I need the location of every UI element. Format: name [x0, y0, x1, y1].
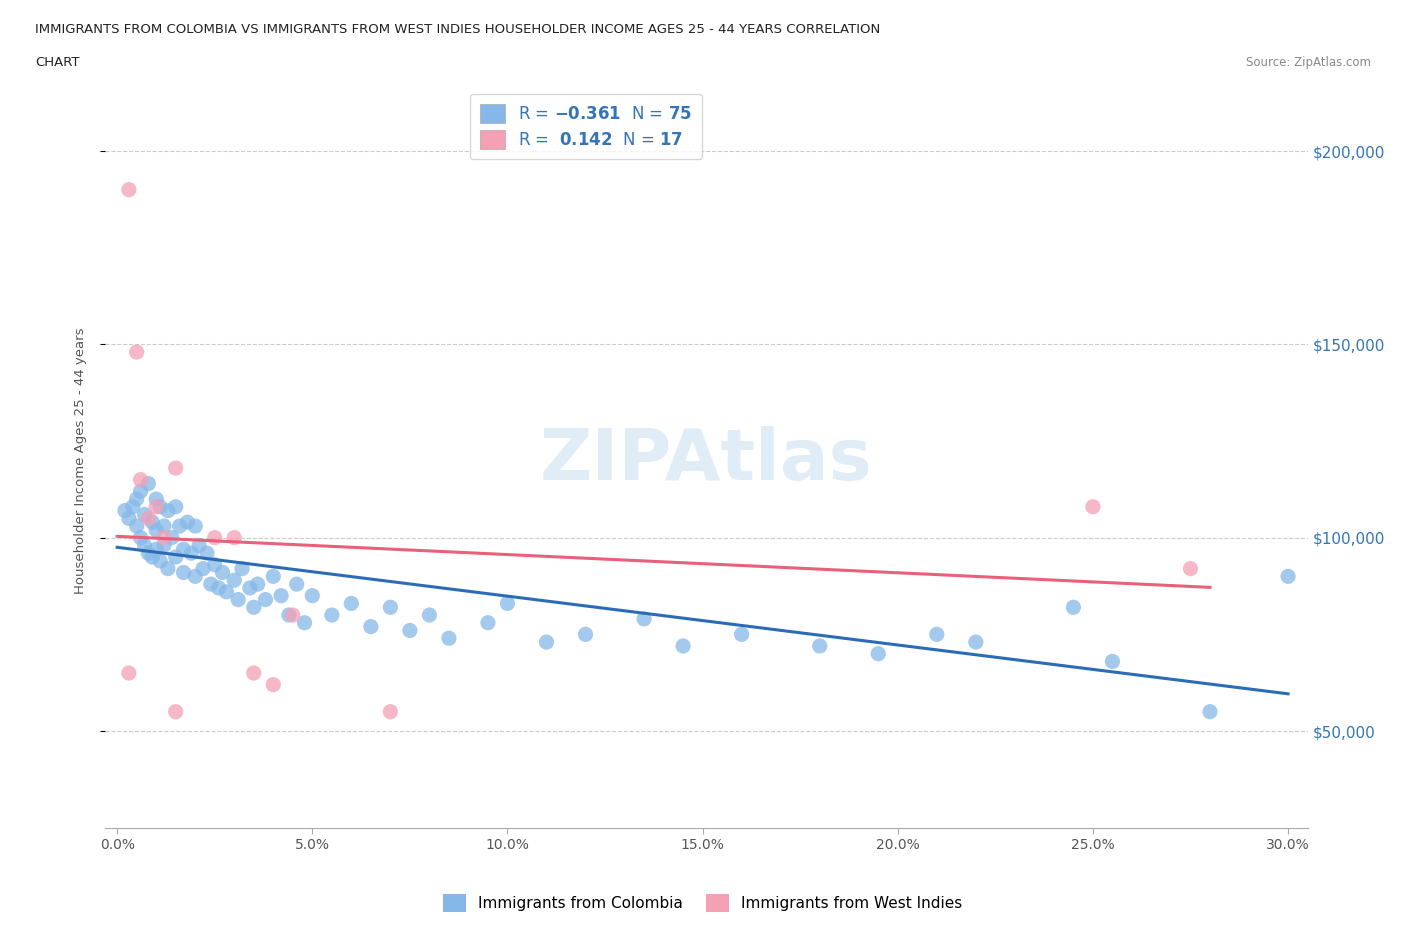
Point — [180, 546, 202, 561]
Point — [165, 499, 187, 514]
Point — [231, 561, 253, 576]
Point — [149, 499, 172, 514]
Point — [1199, 704, 1222, 719]
Text: Source: ZipAtlas.com: Source: ZipAtlas.com — [1246, 56, 1371, 69]
Point — [224, 573, 246, 588]
Point — [574, 627, 596, 642]
Point — [169, 519, 191, 534]
Point — [138, 511, 160, 525]
Point — [141, 550, 163, 565]
Point — [301, 589, 323, 604]
Point — [418, 607, 440, 622]
Point — [118, 511, 141, 525]
Point — [246, 577, 269, 591]
Point — [1277, 569, 1299, 584]
Point — [118, 182, 141, 197]
Point — [226, 592, 249, 607]
Point — [281, 607, 304, 622]
Point — [145, 499, 167, 514]
Point — [138, 546, 160, 561]
Point — [134, 507, 156, 522]
Point — [129, 530, 152, 545]
Point — [141, 515, 163, 530]
Legend: R = $\mathbf{-0.361}$  N = $\mathbf{75}$, R =  $\mathbf{0.142}$  N = $\mathbf{17: R = $\mathbf{-0.361}$ N = $\mathbf{75}$,… — [470, 94, 703, 159]
Point — [321, 607, 343, 622]
Point — [536, 634, 558, 649]
Point — [868, 646, 890, 661]
Point — [145, 492, 167, 507]
Point — [380, 600, 402, 615]
Point — [808, 639, 831, 654]
Point — [340, 596, 363, 611]
Point — [176, 515, 198, 530]
Point — [153, 519, 176, 534]
Point — [242, 600, 264, 615]
Point — [360, 619, 382, 634]
Point — [294, 616, 316, 631]
Text: CHART: CHART — [35, 56, 80, 69]
Point — [153, 538, 176, 552]
Point — [173, 542, 195, 557]
Point — [165, 550, 187, 565]
Point — [138, 476, 160, 491]
Point — [125, 519, 148, 534]
Point — [184, 569, 207, 584]
Point — [149, 553, 172, 568]
Point — [262, 569, 284, 584]
Point — [125, 345, 148, 360]
Point — [125, 492, 148, 507]
Point — [925, 627, 948, 642]
Point — [270, 589, 292, 604]
Point — [156, 503, 179, 518]
Point — [496, 596, 519, 611]
Point — [380, 704, 402, 719]
Point — [145, 542, 167, 557]
Point — [121, 499, 143, 514]
Point — [242, 666, 264, 681]
Point — [965, 634, 987, 649]
Point — [672, 639, 695, 654]
Point — [633, 611, 655, 626]
Point — [156, 561, 179, 576]
Point — [399, 623, 422, 638]
Point — [239, 580, 262, 595]
Point — [165, 704, 187, 719]
Point — [173, 565, 195, 580]
Point — [1081, 499, 1104, 514]
Text: IMMIGRANTS FROM COLOMBIA VS IMMIGRANTS FROM WEST INDIES HOUSEHOLDER INCOME AGES : IMMIGRANTS FROM COLOMBIA VS IMMIGRANTS F… — [35, 23, 880, 36]
Point — [437, 631, 460, 645]
Point — [195, 546, 218, 561]
Point — [1062, 600, 1084, 615]
Point — [204, 530, 226, 545]
Point — [285, 577, 308, 591]
Point — [188, 538, 211, 552]
Point — [477, 616, 499, 631]
Point — [114, 503, 136, 518]
Point — [215, 584, 238, 599]
Point — [208, 580, 231, 595]
Point — [134, 538, 156, 552]
Text: ZIPAtlas: ZIPAtlas — [540, 426, 873, 495]
Legend: Immigrants from Colombia, Immigrants from West Indies: Immigrants from Colombia, Immigrants fro… — [437, 888, 969, 918]
Point — [204, 557, 226, 572]
Point — [262, 677, 284, 692]
Point — [730, 627, 752, 642]
Point — [165, 460, 187, 475]
Point — [118, 666, 141, 681]
Point — [184, 519, 207, 534]
Point — [224, 530, 246, 545]
Y-axis label: Householder Income Ages 25 - 44 years: Householder Income Ages 25 - 44 years — [75, 327, 87, 593]
Point — [1180, 561, 1202, 576]
Point — [200, 577, 222, 591]
Point — [1101, 654, 1123, 669]
Point — [145, 523, 167, 538]
Point — [277, 607, 299, 622]
Point — [153, 530, 176, 545]
Point — [211, 565, 233, 580]
Point — [129, 484, 152, 498]
Point — [160, 530, 183, 545]
Point — [191, 561, 214, 576]
Point — [129, 472, 152, 487]
Point — [254, 592, 277, 607]
